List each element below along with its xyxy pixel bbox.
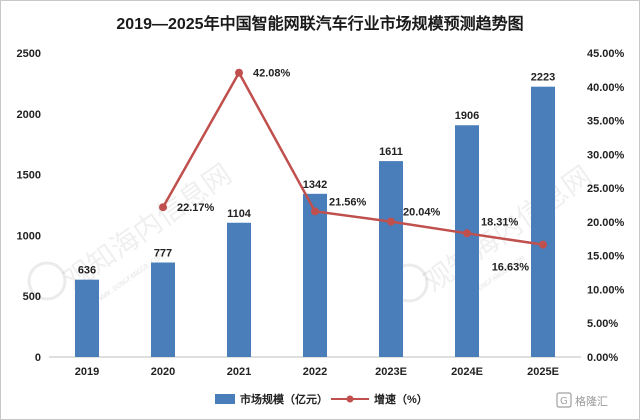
right-axis-tick-label: 35.00% — [587, 116, 625, 128]
right-axis-tick-label: 10.00% — [587, 284, 625, 296]
legend-bar-swatch — [215, 394, 235, 404]
right-axis-tick-label: 0.00% — [587, 352, 618, 364]
left-axis-ticks: 0 500 1000 1500 2000 2500 — [17, 48, 41, 364]
right-axis-tick-label: 40.00% — [587, 82, 625, 94]
line-point — [159, 203, 167, 212]
left-axis-tick-label: 0 — [35, 352, 41, 364]
bar — [455, 125, 479, 357]
line-point — [539, 240, 547, 249]
chart-title: 2019—2025年中国智能网联汽车行业市场规模预测趋势图 — [116, 14, 523, 33]
bar — [227, 222, 251, 357]
line-value-labels: 22.17% 42.08% 21.56% 20.04% 18.31% 16.63% — [177, 68, 529, 274]
x-axis-tick-label: 2021 — [227, 366, 251, 378]
left-axis-tick-label: 2000 — [17, 109, 41, 121]
line-value-label: 18.31% — [481, 216, 519, 228]
left-axis-tick-label: 500 — [23, 291, 41, 303]
left-axis-tick-label: 2500 — [17, 48, 41, 60]
right-axis-tick-label: 5.00% — [587, 318, 618, 330]
right-axis-tick-label: 30.00% — [587, 149, 625, 161]
x-axis-tick-label: 2020 — [151, 366, 175, 378]
bar-value-label: 1342 — [303, 179, 327, 191]
bar-value-label: 777 — [154, 248, 172, 260]
growth-line — [161, 70, 544, 246]
legend: 市场规模（亿元） 增速（%） — [215, 392, 428, 406]
line-value-label: 22.17% — [177, 202, 215, 214]
bar — [531, 86, 555, 357]
bar-value-label: 636 — [78, 265, 96, 277]
bar-value-label: 2223 — [531, 72, 555, 84]
line-point — [463, 229, 471, 238]
bar-value-labels: 636 777 1104 1342 1611 1906 2223 — [78, 72, 555, 277]
line-value-label: 42.08% — [253, 68, 291, 80]
right-axis-tick-label: 20.00% — [587, 217, 625, 229]
left-axis-tick-label: 1500 — [17, 170, 41, 182]
bar-value-label: 1611 — [379, 146, 403, 158]
line-value-label: 16.63% — [492, 262, 530, 274]
watermark-left: 观知海内信息网 WWW.DONGFANGGB.COM — [27, 157, 238, 303]
bar — [303, 193, 327, 357]
watermark-right: 观知海内信息网 WWW.DONGFANGGB.COM — [389, 159, 598, 305]
line-point — [311, 207, 319, 216]
line-point — [235, 68, 243, 77]
legend-line-marker — [346, 395, 354, 403]
bar-value-label: 1906 — [455, 110, 479, 122]
brand-text: 格隆汇 — [575, 394, 608, 408]
left-axis-tick-label: 1000 — [17, 230, 41, 242]
x-axis-tick-label: 2022 — [303, 366, 327, 378]
line-point — [387, 217, 395, 226]
x-axis-tick-label: 2024E — [451, 366, 483, 378]
right-axis-tick-label: 45.00% — [587, 48, 625, 60]
x-axis-tick-label: 2023E — [375, 366, 407, 378]
x-axis-tick-label: 2019 — [75, 366, 99, 378]
bar — [379, 161, 403, 357]
bar-value-label: 1104 — [227, 208, 252, 220]
legend-line-label: 增速（%） — [374, 392, 428, 406]
right-axis-tick-label: 25.00% — [587, 183, 625, 195]
right-axis-tick-label: 15.00% — [587, 251, 625, 263]
right-axis-ticks: 0.00% 5.00% 10.00% 15.00% 20.00% 25.00% 30.00%… — [587, 48, 625, 364]
brand-logo-icon — [556, 392, 572, 408]
legend-bar-label: 市场规模（亿元） — [240, 392, 328, 406]
bar — [75, 279, 99, 357]
bar-series — [75, 86, 555, 357]
brand-badge: G 格隆汇 — [556, 392, 608, 408]
line-series — [159, 68, 547, 249]
line-value-label: 21.56% — [329, 196, 367, 208]
x-axis-tick-label: 2025E — [527, 366, 559, 378]
brand-logo-letter: G — [560, 396, 568, 407]
bar — [151, 262, 175, 357]
x-axis-ticks: 2019 2020 2021 2022 2023E 2024E 2025E — [75, 366, 559, 378]
line-value-label: 20.04% — [403, 207, 441, 219]
